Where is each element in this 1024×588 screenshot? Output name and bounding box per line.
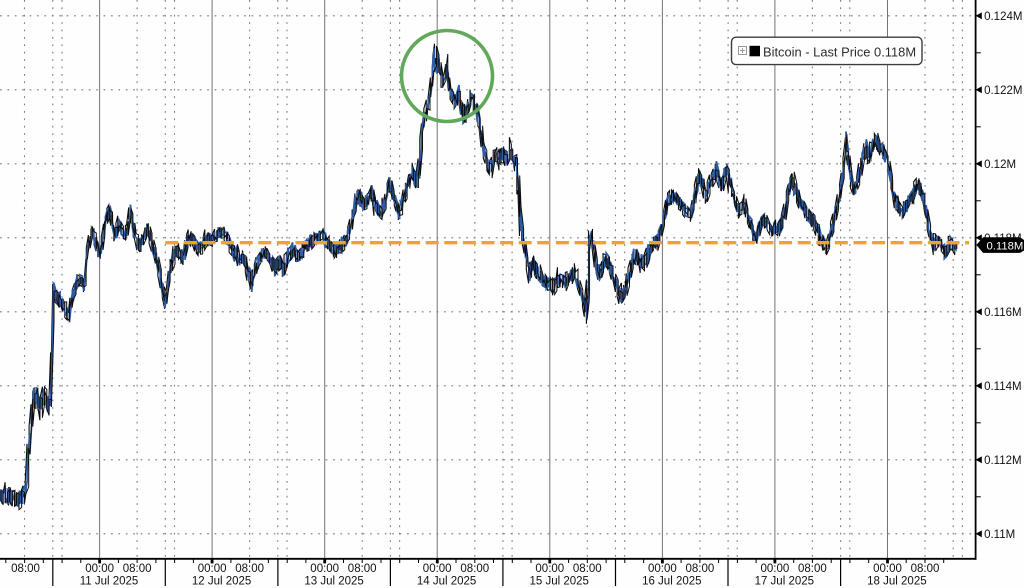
svg-text:13 Jul 2025: 13 Jul 2025: [304, 576, 363, 588]
svg-text:0.124M: 0.124M: [984, 11, 1022, 23]
svg-text:08:00: 08:00: [235, 563, 264, 575]
svg-text:00:00: 00:00: [423, 563, 452, 575]
svg-text:16 Jul 2025: 16 Jul 2025: [642, 576, 701, 588]
svg-text:18 Jul 2025: 18 Jul 2025: [867, 576, 926, 588]
svg-text:0.112M: 0.112M: [984, 455, 1022, 467]
svg-text:Bitcoin - Last Price 0.118M: Bitcoin - Last Price 0.118M: [763, 44, 916, 59]
svg-text:0.116M: 0.116M: [984, 307, 1022, 319]
svg-text:0.12M: 0.12M: [984, 159, 1016, 171]
svg-text:08:00: 08:00: [11, 563, 40, 575]
svg-text:00:00: 00:00: [310, 563, 339, 575]
svg-text:00:00: 00:00: [648, 563, 677, 575]
svg-text:15 Jul 2025: 15 Jul 2025: [529, 576, 588, 588]
svg-text:0.118M: 0.118M: [987, 240, 1024, 252]
svg-text:0.114M: 0.114M: [984, 381, 1022, 393]
svg-text:11 Jul 2025: 11 Jul 2025: [80, 576, 139, 588]
svg-text:08:00: 08:00: [911, 563, 940, 575]
svg-text:00:00: 00:00: [761, 563, 790, 575]
svg-text:0.11M: 0.11M: [984, 529, 1015, 541]
svg-text:17 Jul 2025: 17 Jul 2025: [755, 576, 814, 588]
svg-text:00:00: 00:00: [535, 563, 564, 575]
svg-text:14 Jul 2025: 14 Jul 2025: [417, 576, 476, 588]
svg-text:08:00: 08:00: [460, 563, 489, 575]
svg-text:08:00: 08:00: [348, 563, 377, 575]
svg-text:08:00: 08:00: [686, 563, 715, 575]
svg-text:00:00: 00:00: [198, 563, 227, 575]
svg-text:08:00: 08:00: [798, 563, 827, 575]
svg-text:0.122M: 0.122M: [984, 85, 1022, 97]
svg-text:08:00: 08:00: [573, 563, 602, 575]
svg-text:12 Jul 2025: 12 Jul 2025: [192, 576, 251, 588]
svg-text:08:00: 08:00: [123, 563, 152, 575]
svg-text:00:00: 00:00: [85, 563, 114, 575]
svg-text:00:00: 00:00: [873, 563, 902, 575]
